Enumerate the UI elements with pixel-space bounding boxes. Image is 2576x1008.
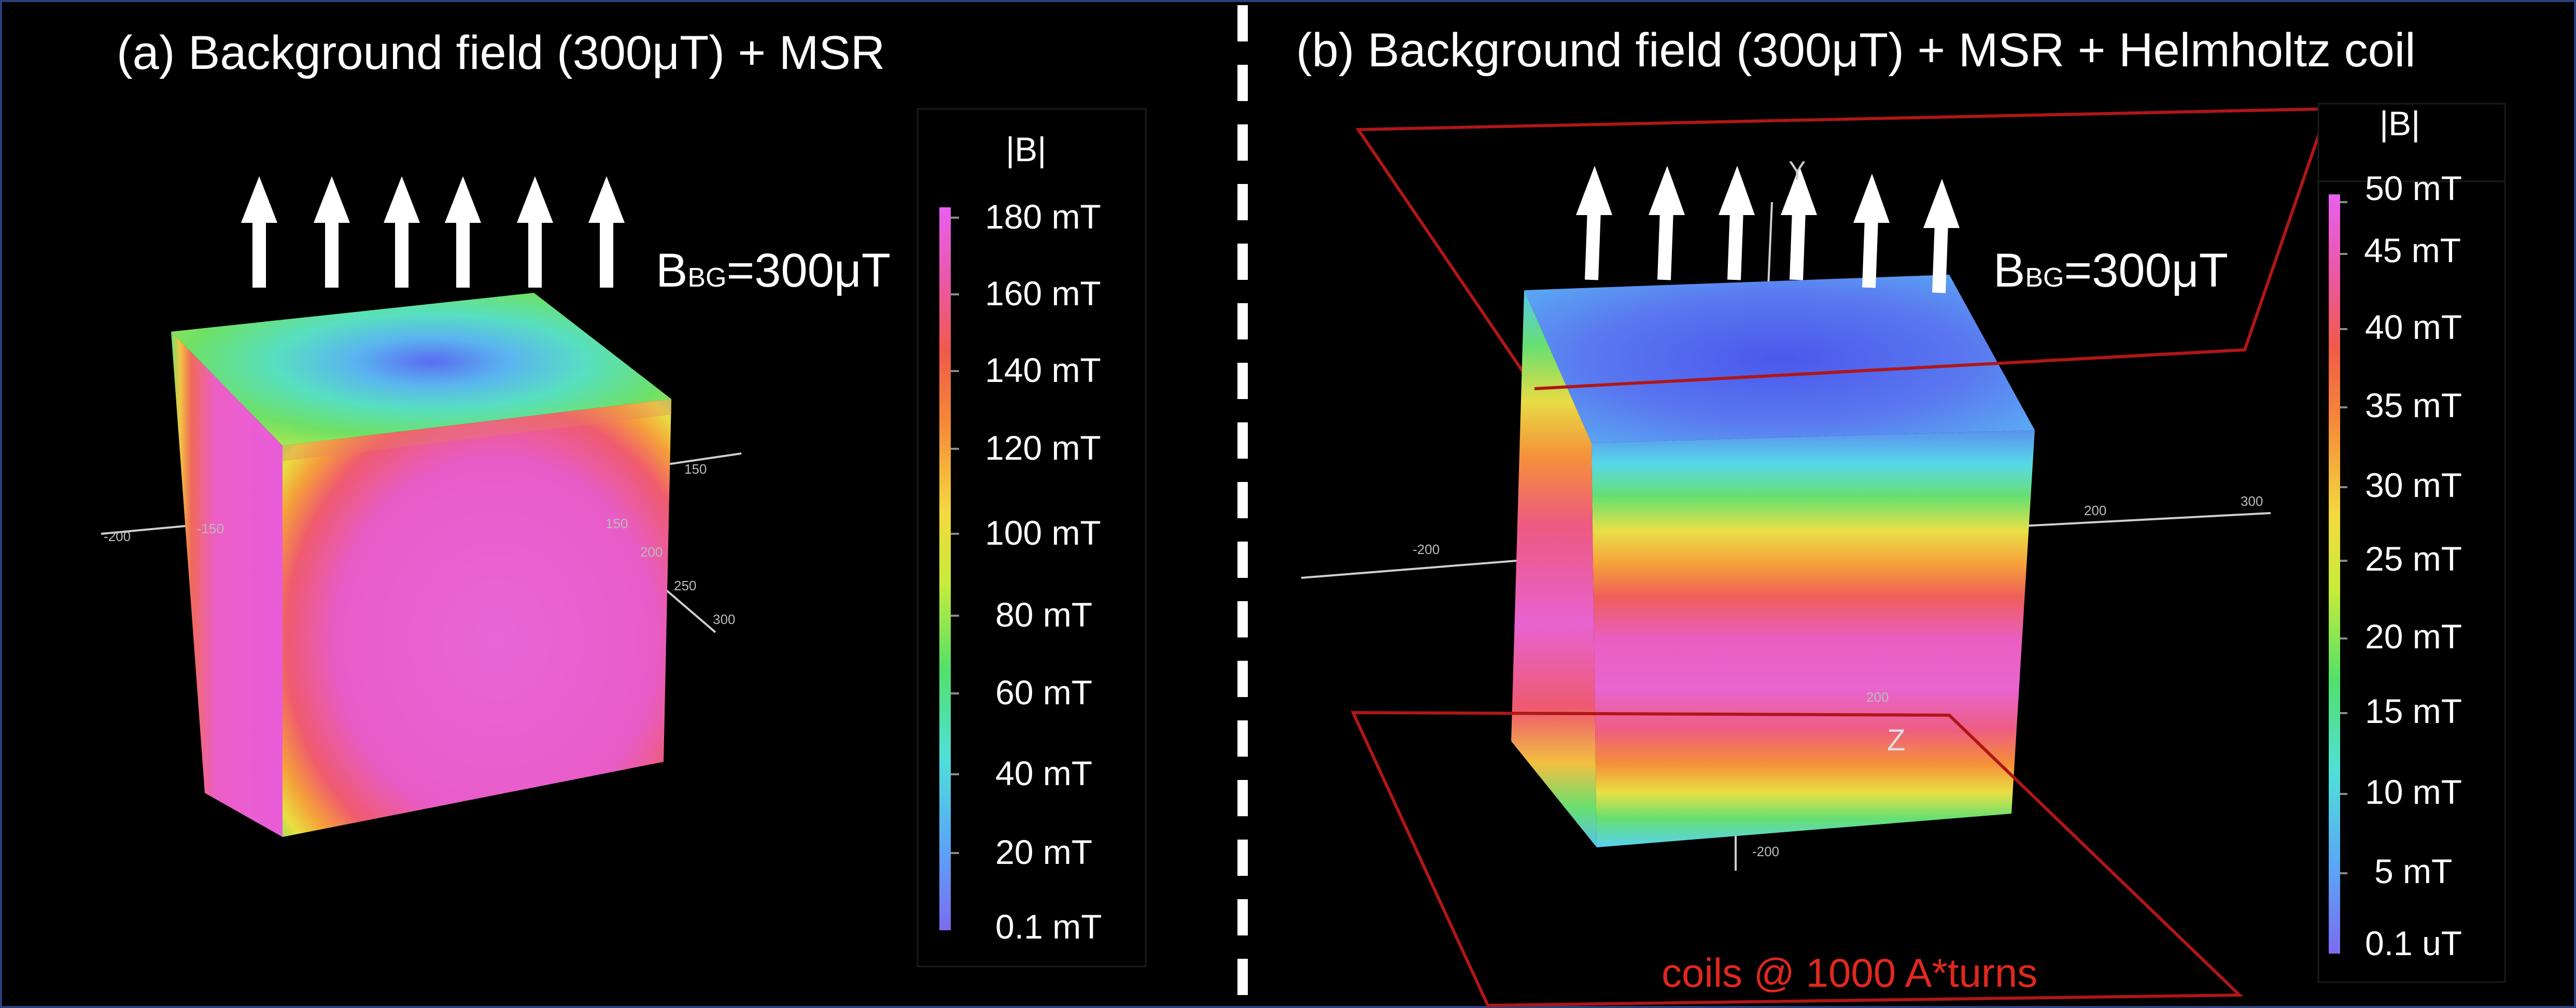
colorbar-a-title: |B|	[1006, 130, 1047, 168]
arrow-b4	[1781, 166, 1817, 280]
colorbar-b-ticks	[2340, 201, 2347, 874]
axis-letter-z: Z	[1887, 723, 1906, 757]
panel-b-background-field-label: BBG=300μT	[1993, 244, 2228, 298]
colorbar-b-tick-label: 40 mT	[2365, 308, 2462, 346]
colorbar-a-tick-label: 60 mT	[995, 673, 1093, 712]
axis-letter-y: Y	[1789, 156, 1806, 185]
arrow-a3	[384, 176, 420, 288]
colorbar-b-tick-label: 50 mT	[2365, 169, 2462, 207]
colorbar-a-tick-label: 120 mT	[985, 429, 1101, 467]
arrow-b5	[1853, 174, 1890, 288]
panel-a-background-field-label: BBG=300μT	[656, 244, 891, 298]
cube-b	[1511, 275, 2035, 847]
colorbar-b-tick-label: 25 mT	[2365, 540, 2462, 578]
arrow-a4	[445, 176, 481, 288]
axis-number: 200	[1866, 689, 1889, 705]
axis-number: 200	[2084, 503, 2107, 518]
axis-number: -150	[197, 521, 224, 536]
bbg-a-symbol: B	[656, 244, 688, 297]
panel-b-title: (b) Background field (300μT) + MSR + Hel…	[1296, 24, 2416, 77]
arrow-b2	[1649, 166, 1685, 280]
colorbar-b-title-box	[2317, 103, 2506, 182]
helmholtz-coil-bottom	[1350, 711, 2244, 1007]
colorbar-b-tick-label: 0.1 uT	[2365, 924, 2462, 962]
colorbar-a-tick-label: 20 mT	[995, 833, 1093, 871]
field-arrows-b	[1576, 166, 1960, 293]
arrow-b6	[1923, 179, 1960, 293]
colorbar-a-tick-label: 100 mT	[985, 514, 1101, 552]
colorbar-a-tick-label: 160 mT	[985, 274, 1101, 313]
axis-number: 200	[640, 544, 663, 560]
panel-a-title: (a) Background field (300μT) + MSR	[117, 26, 885, 79]
colorbar-b-tick-label: 20 mT	[2365, 617, 2462, 656]
colorbar-a-ticks	[951, 217, 959, 854]
axis-number: 300	[713, 612, 736, 627]
bbg-b-subscript: BG	[2025, 263, 2064, 293]
field-arrows-a	[241, 176, 625, 288]
colorbar-b-tick-label: 10 mT	[2365, 773, 2462, 811]
colorbar-a-tick-label: 180 mT	[985, 197, 1101, 236]
coil-current-label: coils @ 1000 A*turns	[1662, 950, 2038, 996]
axis-number: -200	[1752, 844, 1780, 859]
cube-a	[171, 293, 671, 837]
colorbar-b-tick-label: 15 mT	[2365, 692, 2462, 730]
colorbar-a-tick-label: 140 mT	[985, 351, 1101, 389]
arrow-b3	[1719, 166, 1755, 280]
axis-number: 250	[674, 578, 697, 593]
arrow-a1	[241, 176, 277, 288]
arrow-a2	[314, 176, 350, 288]
bbg-a-value: =300μT	[726, 244, 891, 297]
bbg-a-subscript: BG	[687, 263, 727, 293]
colorbar-b-scale	[2329, 194, 2340, 954]
arrow-b1	[1576, 166, 1612, 280]
colorbar-a-tick-label: 80 mT	[995, 595, 1093, 634]
arrow-a6	[588, 176, 625, 288]
colorbar-b-tick-label: 5 mT	[2374, 852, 2453, 890]
colorbar-b-box	[2317, 180, 2506, 983]
colorbar-b-title: |B|	[2380, 104, 2420, 143]
bbg-b-value: =300μT	[2064, 244, 2228, 297]
bbg-b-symbol: B	[1993, 244, 2025, 297]
colorbar-b-tick-label: 35 mT	[2365, 386, 2462, 424]
axis-number: 300	[2241, 493, 2263, 509]
colorbar-a-tick-label: 0.1 mT	[995, 907, 1102, 946]
colorbar-a-tick-label: 40 mT	[995, 754, 1093, 792]
axis-number: -200	[1413, 542, 1440, 557]
axis-number: -200	[104, 529, 131, 544]
axis-number: 150	[606, 516, 628, 531]
colorbar-a-scale	[939, 207, 951, 930]
axis-number: 150	[684, 461, 707, 477]
arrow-a5	[517, 176, 553, 288]
colorbar-a-box	[917, 108, 1147, 968]
colorbar-b-tick-label: 30 mT	[2365, 466, 2462, 504]
colorbar-b-tick-label: 45 mT	[2364, 231, 2461, 269]
helmholtz-coil-top-front-edge	[1534, 348, 2245, 390]
